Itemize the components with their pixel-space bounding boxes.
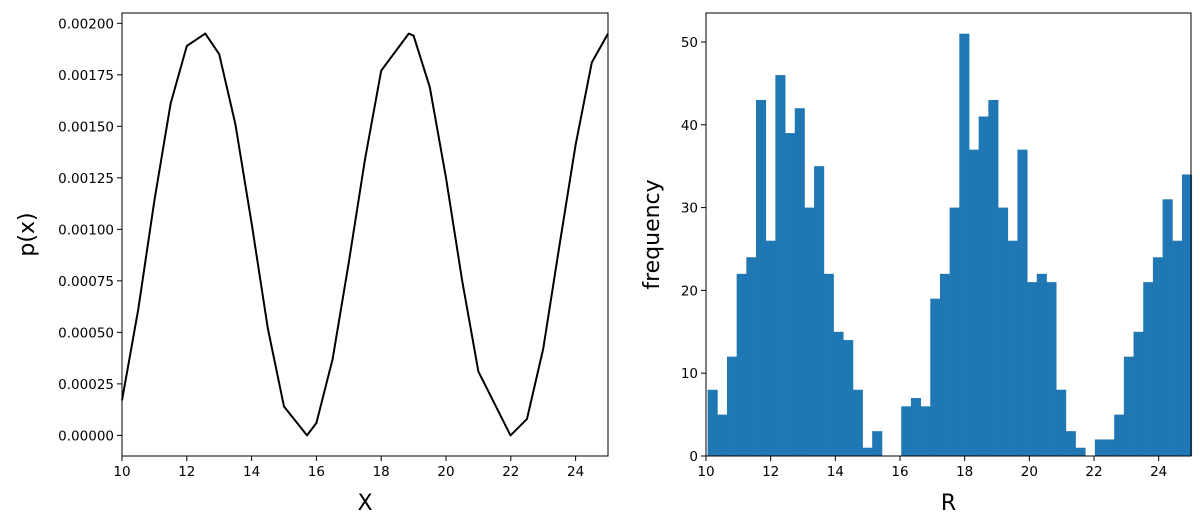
- x-tick-label-1: 12: [762, 464, 779, 480]
- x-tick-label-2: 14: [827, 464, 844, 480]
- histogram-bar-8: [785, 133, 796, 456]
- histogram-bar-7: [775, 75, 786, 456]
- histogram-bar-24: [939, 273, 951, 456]
- histogram-bar-28: [978, 116, 989, 456]
- x-tick-label-3: 16: [308, 464, 325, 480]
- histogram-bar-32: [1017, 149, 1028, 456]
- histogram-bar-38: [1075, 447, 1086, 456]
- histogram-bar-49: [1181, 174, 1193, 456]
- histogram-bar-21: [910, 398, 921, 456]
- histogram-bar-48: [1172, 240, 1183, 456]
- histogram-bar-9: [794, 108, 805, 456]
- histogram-bar-26: [959, 33, 970, 456]
- x-axis-label: R: [941, 491, 956, 514]
- x-tick-label-6: 22: [1085, 464, 1102, 480]
- y-tick-label-2: 0.00050: [58, 325, 114, 341]
- histogram-bar-45: [1143, 282, 1154, 456]
- y-tick-label-2: 20: [681, 283, 698, 299]
- y-tick-label-4: 40: [681, 118, 698, 134]
- histogram-bar-13: [833, 331, 844, 456]
- histogram-bar-47: [1162, 199, 1173, 456]
- histogram-bar-3: [736, 273, 747, 456]
- y-tick-label-5: 0.00125: [58, 171, 114, 187]
- y-tick-label-1: 10: [681, 366, 698, 382]
- x-tick-label-7: 24: [567, 464, 584, 480]
- x-axis-label: X: [357, 491, 372, 514]
- histogram-bar-41: [1104, 439, 1115, 456]
- histogram-bar-11: [814, 166, 825, 456]
- histogram-bar-25: [949, 207, 960, 456]
- histogram-bar-14: [843, 340, 854, 456]
- y-tick-label-5: 50: [681, 35, 698, 51]
- x-tick-label-0: 10: [697, 464, 714, 480]
- y-axis-label: frequency: [640, 179, 665, 289]
- histogram-bar-0: [707, 389, 718, 456]
- y-tick-label-3: 0.00075: [58, 274, 114, 290]
- y-tick-label-4: 0.00100: [58, 222, 114, 238]
- axes-frame: [121, 12, 609, 457]
- x-tick-label-0: 10: [113, 464, 130, 480]
- histogram-bar-37: [1065, 431, 1076, 456]
- y-tick-label-8: 0.00200: [58, 16, 114, 32]
- y-axis-label: p(x): [15, 212, 40, 256]
- y-tick-label-7: 0.00175: [58, 68, 114, 84]
- histogram-bar-12: [823, 273, 834, 456]
- histogram-bar-1: [717, 414, 728, 456]
- histogram-bar-46: [1152, 257, 1163, 456]
- series-line-0: [121, 32, 609, 437]
- histogram-bar-34: [1036, 273, 1047, 456]
- x-tick-label-6: 22: [502, 464, 519, 480]
- x-tick-label-3: 16: [891, 464, 908, 480]
- density-line-chart: 10 12 14 16 18 20 22 24 0.00000 0.00025 0.00050 0.0…: [15, 12, 609, 514]
- histogram-bar-36: [1056, 389, 1067, 456]
- histogram-bar-16: [862, 447, 873, 456]
- histogram-bar-42: [1114, 414, 1125, 456]
- x-tick-label-4: 18: [956, 464, 973, 480]
- histogram-bar-43: [1123, 356, 1134, 456]
- histogram-bar-15: [852, 389, 863, 456]
- y-tick-label-0: 0: [689, 449, 698, 465]
- histogram-bar-35: [1046, 282, 1057, 456]
- histogram-bar-4: [746, 257, 757, 456]
- histogram-bar-31: [1007, 240, 1018, 456]
- axes-frame: [705, 12, 1192, 457]
- histogram-bar-5: [756, 99, 767, 456]
- histogram-bar-23: [930, 298, 941, 456]
- histogram-bar-17: [872, 431, 883, 456]
- histogram-bar-33: [1027, 282, 1038, 456]
- histogram-bar-30: [998, 207, 1009, 456]
- x-tick-label-1: 12: [178, 464, 195, 480]
- histogram-bar-40: [1094, 439, 1105, 456]
- histogram-bar-44: [1133, 331, 1144, 456]
- histogram-bar-22: [920, 406, 931, 456]
- x-tick-label-5: 20: [437, 464, 454, 480]
- y-tick-label-3: 30: [681, 201, 698, 217]
- y-tick-label-1: 0.00025: [58, 377, 114, 393]
- histogram-bar-27: [968, 149, 980, 456]
- histogram-bar-20: [901, 406, 912, 456]
- y-tick-label-0: 0.00000: [58, 428, 114, 444]
- y-tick-label-6: 0.00150: [58, 119, 114, 135]
- x-tick-label-7: 24: [1150, 464, 1167, 480]
- histogram-bar-29: [988, 99, 999, 456]
- histogram-bar-6: [765, 240, 776, 456]
- x-tick-label-5: 20: [1021, 464, 1038, 480]
- x-tick-label-2: 14: [243, 464, 260, 480]
- x-tick-label-4: 18: [373, 464, 390, 480]
- histogram-bar-2: [726, 356, 738, 456]
- histogram-bar-10: [804, 207, 815, 456]
